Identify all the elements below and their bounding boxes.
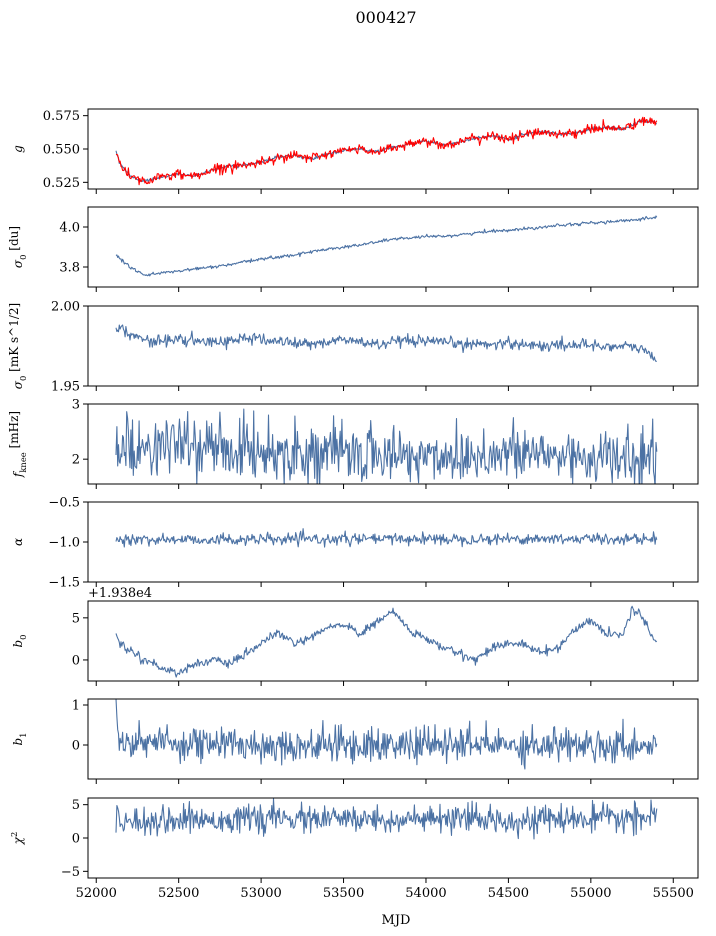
y-axis-label: σ0 [du] bbox=[7, 226, 28, 268]
y-axis-label: b0 bbox=[11, 634, 28, 647]
axes-frame bbox=[87, 698, 699, 780]
y-axis-label: b1 bbox=[11, 732, 28, 745]
x-tick-label: 54000 bbox=[405, 886, 446, 901]
axes-frame bbox=[87, 305, 699, 387]
y-tick-label: −0.5 bbox=[48, 496, 80, 511]
y-axis-label: fknee [mHz] bbox=[7, 411, 28, 478]
series-line-1 bbox=[115, 699, 658, 770]
series-line-1 bbox=[115, 528, 658, 548]
figure-title: 000427 bbox=[355, 8, 416, 27]
x-axis-label: MJD bbox=[382, 913, 411, 928]
y-tick-label: 0 bbox=[72, 653, 80, 668]
y-axis-label: σ0 [mK s^1/2] bbox=[7, 303, 28, 389]
series-line-1 bbox=[115, 605, 658, 678]
offset-text: +1.938e4 bbox=[88, 586, 152, 601]
x-tick-label: 55500 bbox=[653, 886, 694, 901]
y-tick-label: −1.0 bbox=[48, 536, 80, 551]
y-axis-label: χ2 bbox=[9, 832, 25, 846]
y-tick-label: 1 bbox=[72, 699, 80, 714]
y-tick-label: 5 bbox=[72, 611, 80, 626]
y-tick-label: 0.550 bbox=[43, 143, 80, 158]
series-line-1 bbox=[115, 215, 658, 277]
panel-7: 0 1 b1 bbox=[11, 698, 699, 784]
y-tick-label: 0.575 bbox=[43, 109, 80, 124]
axes-frame bbox=[87, 600, 699, 682]
y-tick-label: −5 bbox=[61, 865, 80, 880]
y-axis-label: g bbox=[11, 145, 25, 153]
y-tick-label: 2.00 bbox=[51, 300, 80, 315]
panel-4: 2 3 fknee [mHz] bbox=[7, 398, 699, 489]
panel-5: −1.5 −1.0 −0.5 α bbox=[11, 496, 699, 591]
y-tick-label: 3 bbox=[72, 398, 80, 413]
y-tick-label: 1.95 bbox=[51, 380, 80, 395]
x-tick-label: 54500 bbox=[488, 886, 529, 901]
y-tick-label: 4.0 bbox=[59, 221, 80, 236]
panel-1: 0.525 0.550 0.575 g bbox=[11, 108, 699, 194]
x-tick-label: 52500 bbox=[158, 886, 199, 901]
y-tick-label: 5 bbox=[72, 798, 80, 813]
series-line-1 bbox=[115, 324, 657, 362]
x-tick-label: 55000 bbox=[570, 886, 611, 901]
panel-2: 3.8 4.0 σ0 [du] bbox=[7, 206, 699, 292]
panel-6: 0 5 +1.938e4 b0 bbox=[11, 586, 699, 686]
x-tick-label: 53000 bbox=[240, 886, 281, 901]
panel-3: 1.95 2.00 σ0 [mK s^1/2] bbox=[7, 300, 699, 395]
panel-8: −5 0 5 52000 52500 53000 53500 54000 54500 55000 5… bbox=[9, 797, 699, 901]
y-tick-label: 0.525 bbox=[43, 176, 80, 191]
y-tick-label: 0 bbox=[72, 739, 80, 754]
x-tick-label: 53500 bbox=[323, 886, 364, 901]
series-line-1 bbox=[115, 408, 658, 484]
x-tick-label: 52000 bbox=[76, 886, 117, 901]
panels: 0.525 0.550 0.575 g 3.8 4.0 σ0 [du] 1.95 2.00 σ0 … bbox=[7, 108, 699, 901]
y-tick-label: 3.8 bbox=[59, 261, 80, 276]
y-tick-label: 2 bbox=[72, 453, 80, 468]
y-axis-label: α bbox=[11, 538, 25, 546]
y-tick-label: −1.5 bbox=[48, 576, 80, 591]
series-line-2 bbox=[115, 116, 658, 186]
y-tick-label: 0 bbox=[72, 832, 80, 847]
axes-frame bbox=[87, 206, 699, 288]
series-line-1 bbox=[115, 798, 658, 840]
axes-frame bbox=[87, 403, 699, 485]
